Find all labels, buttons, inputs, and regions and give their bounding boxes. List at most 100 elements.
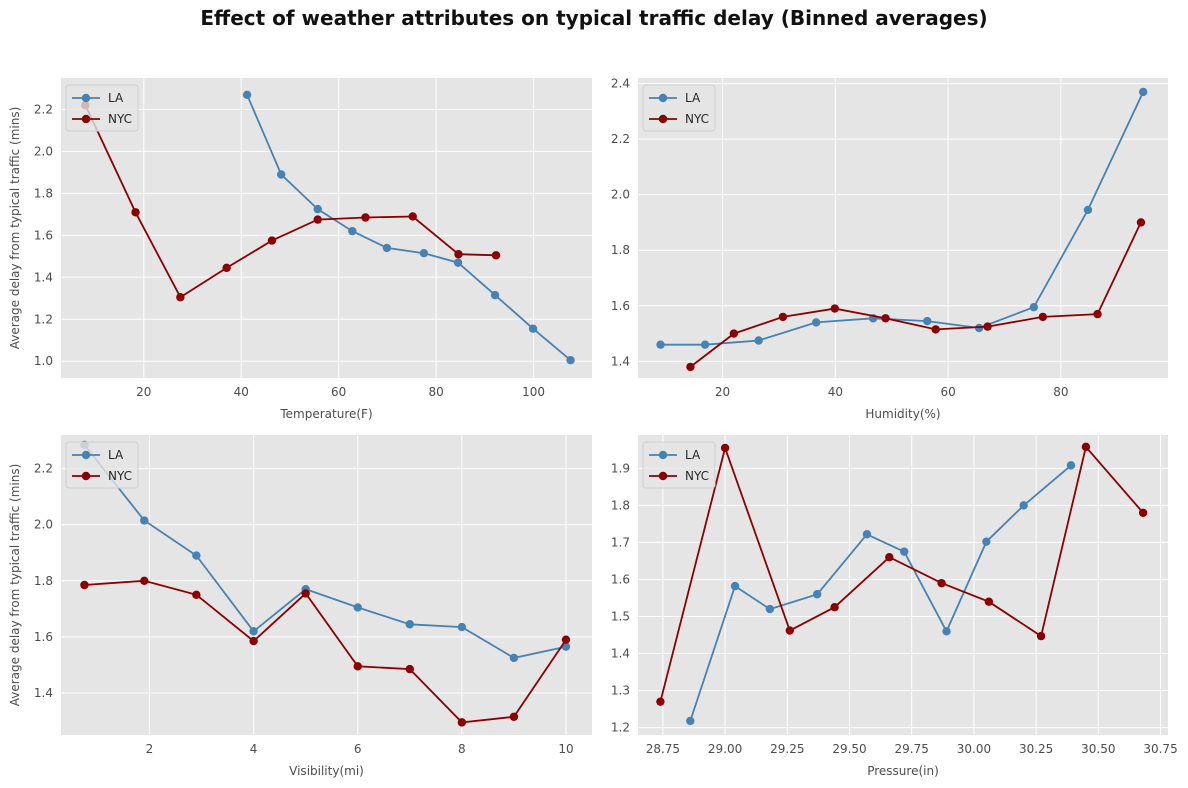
x-tick-label: 6	[354, 742, 362, 756]
subplot-pressure: 1.2 1.3 1.4 1.5 1.6 1.7 1.8 1.9 28.75 29.00 29.25 2…	[611, 435, 1178, 778]
legend-label: NYC	[685, 469, 709, 483]
data-point-la	[1019, 501, 1028, 510]
series-line-nyc	[84, 579, 567, 724]
y-tick-label: 1.4	[34, 686, 53, 700]
data-point-nyc	[405, 664, 414, 674]
x-tick-label: 60	[940, 385, 955, 399]
x-tick-label: 28.75	[646, 742, 680, 756]
data-point-nyc	[131, 208, 140, 217]
data-point-la	[812, 590, 822, 599]
data-point-la	[1066, 461, 1076, 470]
y-tick-label: 1.4	[34, 270, 53, 284]
data-point-la	[382, 243, 392, 253]
y-tick-label: 2.2	[34, 462, 53, 476]
data-point-la	[566, 355, 575, 365]
x-tick-label: 4	[250, 742, 258, 756]
subplot-humidity: 1.4 1.6 1.8 2.0 2.2 2.4 20 40 60 80 Humidity(%) LA N…	[611, 77, 1168, 421]
legend-marker-la	[658, 93, 668, 103]
data-point-nyc	[80, 580, 89, 590]
data-point-la	[276, 170, 286, 179]
data-point-la	[862, 530, 872, 539]
data-point-nyc	[1136, 218, 1146, 227]
legend-label: NYC	[108, 112, 132, 126]
legend: LA NYC	[642, 84, 716, 132]
data-point-la	[656, 340, 665, 349]
data-point-nyc	[457, 718, 467, 727]
data-point-la	[974, 323, 984, 333]
y-tick-label: 2.4	[611, 77, 630, 91]
y-tick-label: 1.3	[611, 684, 630, 698]
series-line-nyc	[659, 444, 1144, 702]
data-point-nyc	[1036, 631, 1046, 641]
legend-label: LA	[108, 448, 124, 462]
data-point-la	[192, 551, 201, 560]
x-axis-label: Temperature(F)	[279, 407, 372, 421]
data-point-nyc	[454, 250, 463, 259]
data-point-nyc	[983, 322, 992, 331]
x-tick-label: 20	[715, 385, 730, 399]
data-point-nyc	[885, 553, 894, 562]
x-tick-label: 30.25	[1019, 742, 1053, 756]
data-point-nyc	[313, 215, 322, 224]
x-tick-label: 30.75	[1143, 742, 1177, 756]
data-point-nyc	[778, 312, 788, 322]
y-tick-label: 1.9	[611, 461, 630, 475]
data-point-la	[700, 340, 710, 349]
legend: LA NYC	[65, 84, 139, 132]
y-tick-label: 2.0	[611, 188, 630, 202]
data-point-la	[730, 581, 740, 591]
data-point-nyc	[408, 212, 417, 221]
data-point-la	[490, 290, 500, 300]
x-tick-label: 29.25	[770, 742, 804, 756]
data-point-nyc	[1038, 312, 1048, 322]
x-tick-label: 80	[428, 385, 443, 399]
data-point-nyc	[361, 213, 370, 222]
data-point-nyc	[249, 636, 258, 646]
y-tick-label: 1.7	[611, 535, 630, 549]
series-line-la	[83, 444, 567, 659]
legend-marker-nyc	[81, 471, 91, 481]
series-line-la	[689, 464, 1072, 722]
x-tick-label: 30.50	[1081, 742, 1115, 756]
y-tick-label: 1.2	[611, 721, 630, 735]
legend-label: LA	[108, 91, 124, 105]
series-line-nyc	[84, 104, 497, 299]
x-tick-label: 40	[234, 385, 249, 399]
data-point-nyc	[984, 597, 994, 606]
data-point-la	[811, 318, 821, 327]
x-tick-label: 20	[136, 385, 151, 399]
plot-area	[61, 78, 592, 378]
y-tick-label: 1.4	[611, 647, 630, 661]
legend-label: NYC	[685, 112, 709, 126]
data-point-nyc	[353, 662, 362, 671]
plot-area	[61, 435, 592, 735]
legend-marker-la	[81, 450, 91, 460]
y-tick-label: 1.8	[34, 186, 53, 200]
data-point-nyc	[140, 576, 149, 585]
data-point-la	[900, 547, 909, 556]
data-point-nyc	[830, 603, 839, 612]
data-point-nyc	[222, 263, 231, 273]
data-point-la	[140, 516, 149, 525]
y-axis-label: Average delay from typical traffic (mins…	[8, 464, 22, 707]
data-point-nyc	[561, 635, 571, 644]
subplot-temperature: 1.0 1.2 1.4 1.6 1.8 2.0 2.2 20 40 60 80 100 Temperat…	[8, 78, 592, 421]
y-tick-label: 1.6	[34, 630, 53, 644]
data-point-la	[405, 620, 414, 629]
y-tick-label: 1.4	[611, 354, 630, 368]
figure-title: Effect of weather attributes on typical …	[200, 6, 988, 30]
x-tick-label: 29.00	[708, 742, 742, 756]
y-tick-label: 1.6	[611, 299, 630, 313]
data-point-la	[923, 316, 932, 326]
x-tick-label: 29.50	[832, 742, 866, 756]
data-point-la	[249, 627, 258, 636]
y-tick-label: 1.2	[34, 312, 53, 326]
series-line-nyc	[689, 222, 1142, 368]
data-point-nyc	[301, 589, 310, 598]
data-point-nyc	[176, 293, 185, 302]
data-point-la	[765, 604, 775, 614]
data-point-nyc	[881, 314, 890, 323]
data-point-nyc	[267, 236, 277, 245]
data-point-la	[528, 324, 538, 333]
y-tick-label: 2.2	[611, 132, 630, 146]
